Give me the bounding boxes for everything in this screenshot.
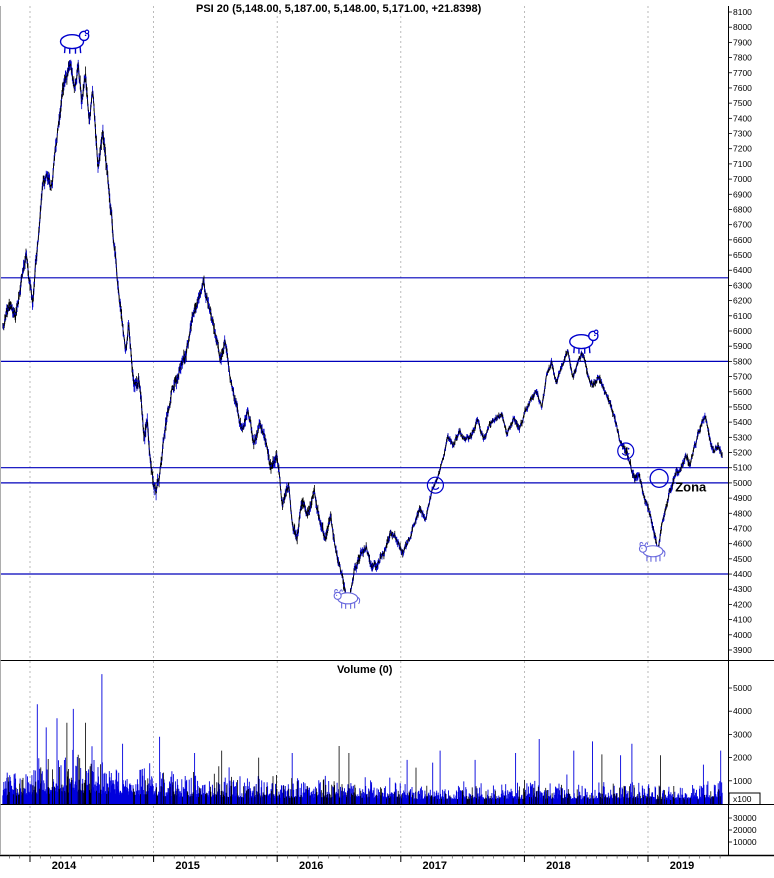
svg-text:4100: 4100 — [733, 615, 752, 625]
volume-panel-title: Volume (0) — [337, 664, 393, 676]
smiley-icon-2017 — [426, 476, 445, 494]
svg-text:6400: 6400 — [733, 265, 752, 275]
svg-text:5000: 5000 — [733, 683, 752, 693]
svg-text:6500: 6500 — [733, 250, 752, 260]
svg-text:5300: 5300 — [733, 432, 752, 442]
svg-text:5400: 5400 — [733, 417, 752, 427]
price-series — [2, 59, 723, 604]
svg-text:5900: 5900 — [733, 341, 752, 351]
annotations: Zona — [59, 29, 707, 609]
bear-icon-2014-top — [59, 29, 90, 54]
svg-text:5100: 5100 — [733, 463, 752, 473]
svg-text:5700: 5700 — [733, 372, 752, 382]
svg-text:6200: 6200 — [733, 296, 752, 306]
svg-text:20000: 20000 — [733, 825, 757, 835]
svg-text:x100: x100 — [733, 794, 752, 804]
svg-text:7500: 7500 — [733, 98, 752, 108]
svg-text:4900: 4900 — [733, 493, 752, 503]
svg-text:6900: 6900 — [733, 189, 752, 199]
svg-text:4200: 4200 — [733, 599, 752, 609]
svg-text:7000: 7000 — [733, 174, 752, 184]
svg-text:5600: 5600 — [733, 387, 752, 397]
volume-axis[interactable]: 1000 2000 3000 4000 5000 x100 30000 20000 10000 — [728, 683, 761, 847]
svg-text:6700: 6700 — [733, 220, 752, 230]
price-axis[interactable]: 3900 4000 4100 4200 4300 4400 4500 4600 4700 4800… — [728, 7, 753, 655]
circle-annotation-2019 — [649, 468, 669, 488]
svg-text:7200: 7200 — [733, 144, 752, 154]
svg-text:2017: 2017 — [423, 860, 447, 872]
volume-series — [2, 674, 723, 804]
svg-text:6100: 6100 — [733, 311, 752, 321]
svg-text:2015: 2015 — [175, 860, 199, 872]
svg-text:8100: 8100 — [733, 7, 752, 17]
zona-label: Zona — [675, 479, 707, 494]
svg-text:2019: 2019 — [670, 860, 694, 872]
svg-text:2014: 2014 — [52, 860, 77, 872]
svg-text:4000: 4000 — [733, 706, 752, 716]
svg-text:7900: 7900 — [733, 37, 752, 47]
volume-scale-multiplier: x100 — [728, 792, 761, 805]
svg-text:3900: 3900 — [733, 645, 752, 655]
svg-text:8000: 8000 — [733, 22, 752, 32]
svg-text:4800: 4800 — [733, 508, 752, 518]
bull-icon-2018-bottom — [638, 541, 666, 562]
svg-text:2018: 2018 — [546, 860, 570, 872]
svg-text:7100: 7100 — [733, 159, 752, 169]
svg-text:4300: 4300 — [733, 584, 752, 594]
support-resistance-lines[interactable] — [1, 277, 728, 575]
svg-text:7300: 7300 — [733, 129, 752, 139]
year-gridlines — [29, 6, 649, 855]
svg-text:5200: 5200 — [733, 448, 752, 458]
svg-text:6000: 6000 — [733, 326, 752, 336]
svg-text:7400: 7400 — [733, 113, 752, 123]
svg-text:6600: 6600 — [733, 235, 752, 245]
x-axis[interactable]: 2014 2015 2016 2017 2018 2019 — [9, 855, 721, 873]
svg-text:7600: 7600 — [733, 83, 752, 93]
svg-text:5000: 5000 — [733, 478, 752, 488]
svg-text:6800: 6800 — [733, 205, 752, 215]
svg-text:4000: 4000 — [733, 630, 752, 640]
svg-text:5500: 5500 — [733, 402, 752, 412]
chart-title: PSI 20 (5,148.00, 5,187.00, 5,148.00, 5,… — [196, 3, 482, 15]
svg-text:4400: 4400 — [733, 569, 752, 579]
panel-borders — [0, 6, 774, 857]
bull-icon-2016-bottom — [333, 589, 361, 609]
bear-icon-2018-top — [569, 329, 599, 354]
svg-text:2016: 2016 — [299, 860, 323, 872]
svg-text:5800: 5800 — [733, 356, 752, 366]
smiley-icon-2018 — [617, 442, 635, 460]
svg-text:10000: 10000 — [733, 837, 757, 847]
svg-text:4500: 4500 — [733, 554, 752, 564]
svg-text:30000: 30000 — [733, 813, 757, 823]
svg-text:6300: 6300 — [733, 280, 752, 290]
svg-text:Zona: Zona — [675, 479, 707, 494]
svg-text:2000: 2000 — [733, 753, 752, 763]
svg-text:3000: 3000 — [733, 729, 752, 739]
svg-text:4600: 4600 — [733, 539, 752, 549]
svg-text:7800: 7800 — [733, 53, 752, 63]
svg-text:4700: 4700 — [733, 524, 752, 534]
svg-text:1000: 1000 — [733, 776, 752, 786]
svg-text:7700: 7700 — [733, 68, 752, 78]
